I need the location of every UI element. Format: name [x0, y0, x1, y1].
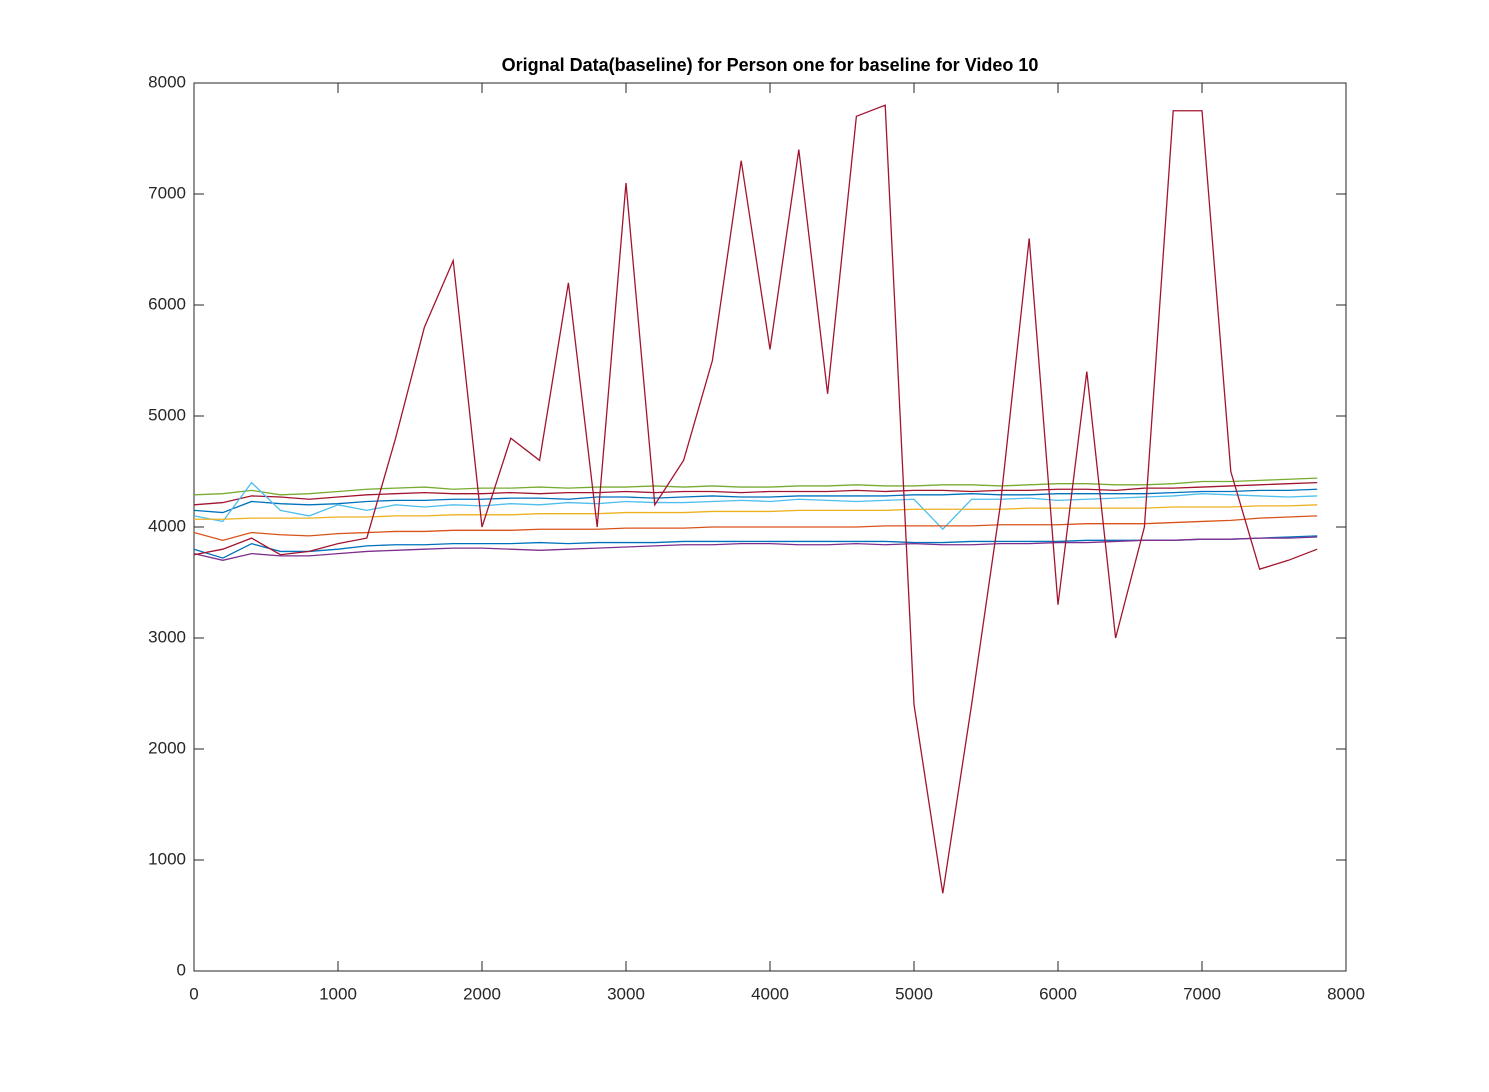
x-tick-label: 5000	[895, 984, 933, 1003]
y-tick-label: 7000	[148, 183, 186, 202]
x-tick-label: 7000	[1183, 984, 1221, 1003]
y-tick-label: 3000	[148, 627, 186, 646]
x-tick-label: 3000	[607, 984, 645, 1003]
chart-title: Orignal Data(baseline) for Person one fo…	[502, 55, 1039, 75]
data-line	[193, 488, 1318, 514]
data-line	[193, 515, 1318, 541]
x-tick-label: 2000	[463, 984, 501, 1003]
x-tick-label: 0	[189, 984, 198, 1003]
x-tick-label: 4000	[751, 984, 789, 1003]
y-tick-label: 8000	[148, 72, 186, 91]
x-tick-label: 6000	[1039, 984, 1077, 1003]
y-tick-label: 4000	[148, 516, 186, 535]
y-tick-label: 2000	[148, 738, 186, 757]
data-line	[193, 481, 1318, 506]
y-tick-label: 1000	[148, 849, 186, 868]
data-line	[194, 504, 1318, 520]
y-tick-label: 6000	[148, 294, 186, 313]
data-line	[193, 536, 1318, 561]
data-line	[193, 104, 1318, 894]
data-line	[193, 481, 1318, 531]
y-tick-label: 5000	[148, 405, 186, 424]
x-tick-label: 1000	[319, 984, 357, 1003]
y-tick-label: 0	[177, 960, 186, 979]
x-tick-label: 8000	[1327, 984, 1365, 1003]
